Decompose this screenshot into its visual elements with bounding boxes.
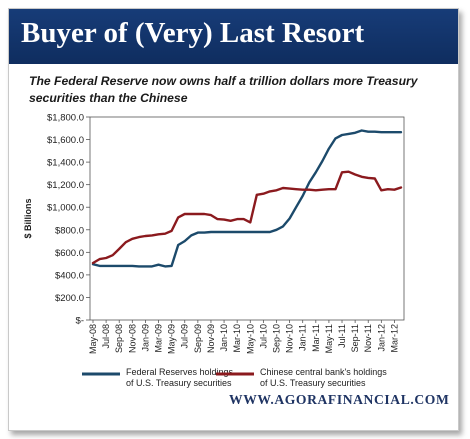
y-tick-label: $1,800.0 [47, 113, 84, 124]
x-tick-label: Sep-08 [114, 324, 124, 353]
chart-axes [89, 116, 405, 321]
x-tick-label: May-08 [88, 324, 98, 354]
x-tick-label: Jan-12 [376, 324, 386, 352]
x-tick-label: Mar-10 [232, 324, 242, 353]
x-tick-label: Nov-10 [285, 324, 295, 353]
series-lines [91, 129, 403, 268]
x-axis-ticks: May-08 Jul-08 Sep-08 Nov-08 Jan-09 Mar-09 May-… [88, 320, 399, 354]
x-tick-label: Jan-10 [219, 324, 229, 352]
x-tick-label: May-09 [167, 324, 177, 354]
chart-subtitle: The Federal Reserve now owns half a tril… [29, 74, 418, 105]
x-tick-label: Sep-09 [193, 324, 203, 353]
x-tick-label: Jul-08 [101, 324, 111, 349]
x-tick-label: Nov-09 [206, 324, 216, 353]
x-tick-label: Mar-12 [389, 324, 399, 353]
x-tick-label: Nov-11 [363, 324, 373, 352]
legend-label-fed: Federal Reserves holdings of U.S. Treasur… [126, 367, 234, 388]
legend-label-china: Chinese central bank's holdings of U.S. T… [260, 367, 387, 388]
x-tick-label: Sep-11 [350, 324, 360, 352]
x-tick-label: Mar-11 [311, 324, 321, 352]
y-tick-label: $- [76, 316, 84, 327]
y-tick-label: $1,600.0 [47, 135, 84, 146]
y-axis-ticks: $- $200.0 $400.0 $600.0 $800.0 $1,000.0 $1,200… [47, 113, 90, 327]
x-tick-label: Jan-09 [140, 324, 150, 352]
y-tick-label: $1,200.0 [47, 180, 84, 191]
y-tick-label: $800.0 [55, 225, 84, 236]
china-holdings-line [91, 170, 403, 265]
chart-card: Buyer of (Very) Last Resort The Federal … [8, 8, 459, 431]
x-tick-label: Jan-11 [298, 324, 308, 351]
x-tick-label: May-11 [324, 324, 334, 353]
x-tick-label: Jul-11 [337, 324, 347, 348]
page-title: Buyer of (Very) Last Resort [21, 17, 365, 49]
y-axis-label: $ Billions [23, 198, 33, 238]
fed-holdings-line [91, 129, 403, 268]
plot-area-border [89, 116, 405, 321]
y-tick-label: $600.0 [55, 248, 84, 259]
x-tick-label: Nov-08 [127, 324, 137, 353]
y-tick-label: $200.0 [55, 293, 84, 304]
x-tick-label: Jul-09 [180, 324, 190, 349]
x-tick-label: Mar-09 [154, 324, 164, 353]
x-tick-label: May-10 [245, 324, 255, 354]
legend: Federal Reserves holdings of U.S. Treasur… [82, 367, 387, 388]
y-tick-label: $400.0 [55, 270, 84, 281]
x-tick-label: Jul-10 [258, 324, 268, 349]
title-banner: Buyer of (Very) Last Resort [9, 9, 458, 64]
footer-url: WWW.AGORAFINANCIAL.COM [229, 392, 450, 407]
y-tick-label: $1,400.0 [47, 158, 84, 169]
y-tick-label: $1,000.0 [47, 203, 84, 214]
x-tick-label: Sep-10 [271, 324, 281, 353]
